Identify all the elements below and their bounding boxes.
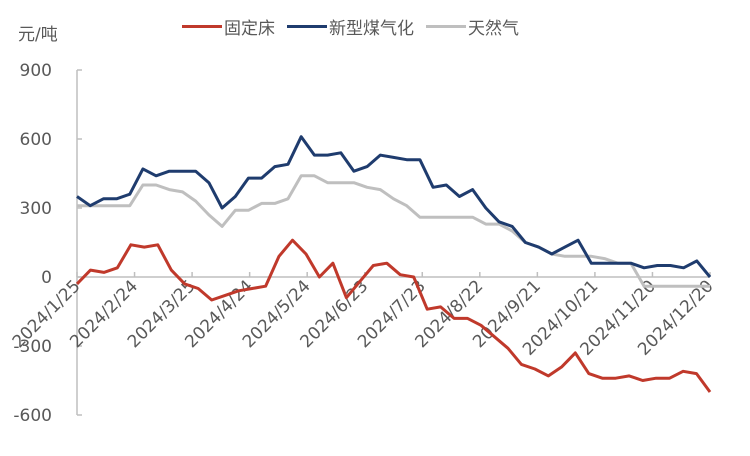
y-tick-label: 0 [41, 268, 52, 288]
legend-item-new-coal-gasification: 新型煤气化 [287, 14, 414, 39]
legend-swatch-new-coal-gasification [287, 25, 327, 28]
chart-series [75, 135, 712, 393]
series-line-fixed-bed [75, 238, 712, 393]
legend-item-natural-gas: 天然气 [426, 14, 519, 39]
series-line-natural-gas [77, 174, 710, 288]
legend-swatch-natural-gas [426, 25, 466, 28]
y-axis-unit-label: 元/吨 [18, 25, 58, 45]
legend-label: 固定床 [224, 19, 275, 39]
y-tick-label: 600 [20, 130, 52, 150]
y-axis: 900 600 300 0 -300 -600 [13, 61, 82, 426]
chart-legend: 固定床 新型煤气化 天然气 [182, 14, 531, 39]
legend-label: 新型煤气化 [329, 19, 414, 39]
y-tick-label: 900 [20, 61, 52, 81]
legend-label: 天然气 [468, 19, 519, 39]
series-line-new-coal-gasification [76, 135, 712, 278]
legend-item-fixed-bed: 固定床 [182, 14, 275, 39]
y-tick-label: 300 [20, 199, 52, 219]
legend-swatch-fixed-bed [182, 25, 222, 28]
x-axis: 2024/1/252024/2/242024/3/252024/4/242024… [9, 272, 718, 360]
y-tick-label: -300 [13, 337, 52, 357]
y-tick-label: -600 [13, 406, 52, 426]
